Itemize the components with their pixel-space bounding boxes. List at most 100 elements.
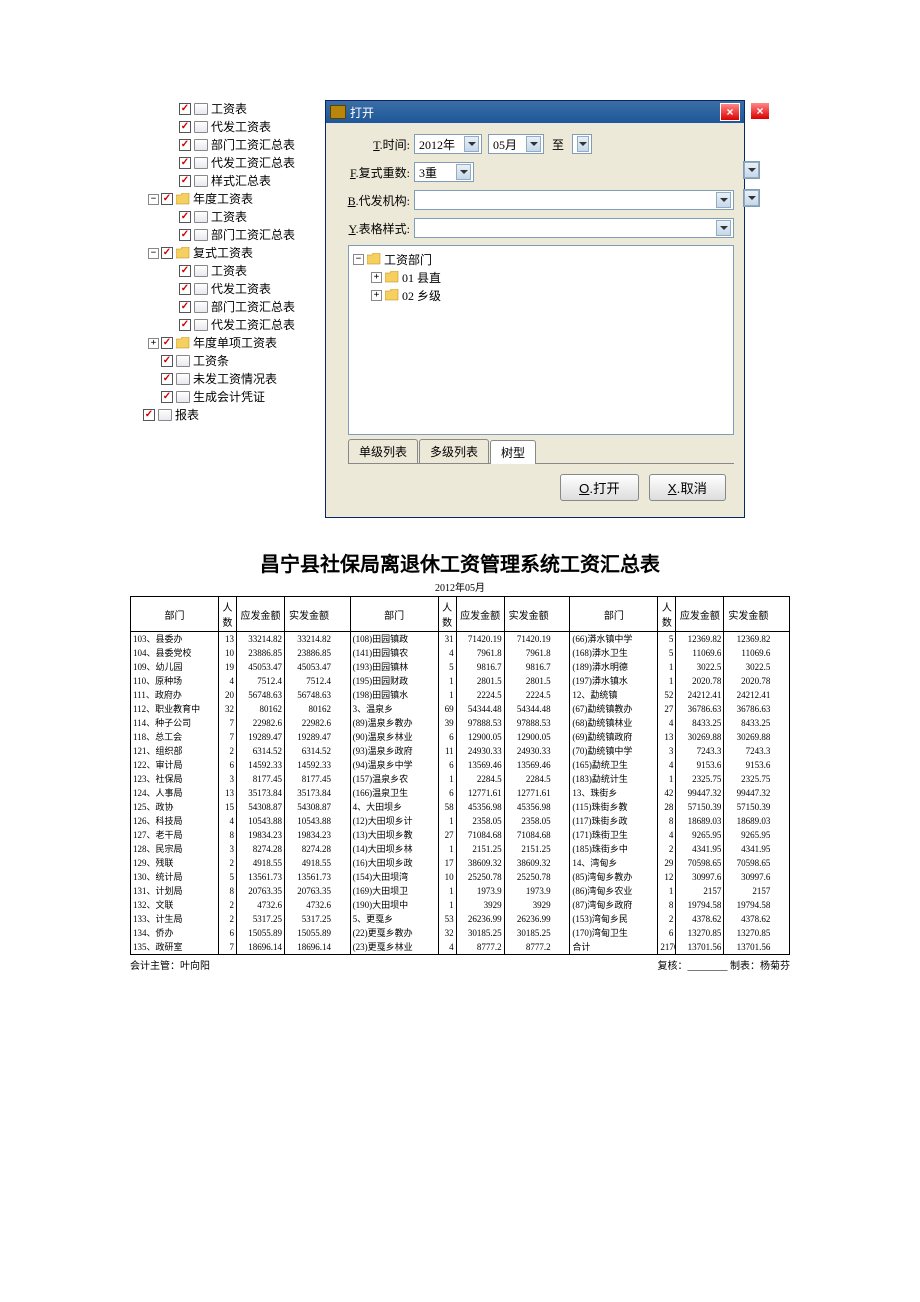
table-row: 128、民宗局38274.288274.28 [131,842,350,856]
tree-label: 代发工资汇总表 [211,316,295,334]
to-label: 至 [544,136,572,153]
tree-node[interactable]: ✓工资条 [130,352,325,370]
table-row: (22)更戛乡教办3230185.2530185.25 [351,926,570,940]
table-row: (157)温泉乡农12284.52284.5 [351,772,570,786]
tree-node[interactable]: ✓部门工资汇总表 [130,298,325,316]
dept-node[interactable]: − 工资部门 [353,250,729,268]
open-button[interactable]: OO.打开.打开 [560,474,639,501]
table-row: 135、政研室718696.1418696.14 [131,940,350,954]
extra-dropdown-2[interactable] [743,189,760,207]
tree-node[interactable]: −✓年度工资表 [130,190,325,208]
close-button[interactable]: × [720,103,740,121]
tree-node[interactable]: ✓未发工资情况表 [130,370,325,388]
checkbox[interactable]: ✓ [179,175,191,187]
expand-icon[interactable]: + [148,338,159,349]
month-dropdown[interactable]: 05月 [488,134,544,154]
checkbox[interactable]: ✓ [179,139,191,151]
tree-node[interactable]: ✓代发工资表 [130,118,325,136]
table-row: (190)大田坝中139293929 [351,898,570,912]
tree-label: 部门工资汇总表 [211,136,295,154]
doc-icon [193,228,209,242]
table-row: 14、湾甸乡2970598.6570598.65 [570,856,789,870]
doc-icon [175,390,191,404]
checkbox[interactable]: ✓ [179,319,191,331]
expand-icon[interactable]: − [148,194,159,205]
dialog-title-text: 打开 [350,104,720,121]
dup-label: F.复式重数: [336,164,414,181]
table-row: (141)田园镇农47961.87961.8 [351,646,570,660]
dup-dropdown[interactable]: 3重 [414,162,474,182]
table-row: (12)大田坝乡计12358.052358.05 [351,814,570,828]
expand-icon[interactable]: − [353,254,364,265]
expand-icon[interactable]: − [148,248,159,259]
checkbox[interactable]: ✓ [179,211,191,223]
tree-node[interactable]: +✓年度单项工资表 [130,334,325,352]
table-row: (16)大田坝乡政1738609.3238609.32 [351,856,570,870]
tree-label: 代发工资表 [211,280,271,298]
checkbox[interactable]: ✓ [161,193,173,205]
left-tree: ✓工资表✓代发工资表✓部门工资汇总表✓代发工资汇总表✓样式汇总表−✓年度工资表✓… [130,100,325,518]
tab[interactable]: 多级列表 [419,439,489,463]
checkbox[interactable]: ✓ [179,103,191,115]
checkbox[interactable]: ✓ [143,409,155,421]
tree-label: 代发工资汇总表 [211,154,295,172]
tree-node[interactable]: ✓ 部门工资汇总表 [130,136,325,154]
checkbox[interactable]: ✓ [161,355,173,367]
table-row: 122、审计局614592.3314592.33 [131,758,350,772]
dialog-titlebar: 打开 × [326,101,744,123]
table-row: (90)温泉乡林业612900.0512900.05 [351,730,570,744]
tree-node[interactable]: ✓ 代发工资汇总表 [130,316,325,334]
tree-node[interactable]: ✓ 代发工资汇总表 [130,154,325,172]
tree-node[interactable]: ✓工资表 [130,208,325,226]
tree-node[interactable]: −✓复式工资表 [130,244,325,262]
tree-node[interactable]: ✓报表 [130,406,325,424]
table-row: 127、老干局819834.2319834.23 [131,828,350,842]
table-row: 132、文联24732.64732.6 [131,898,350,912]
style-dropdown[interactable] [414,218,734,238]
doc-icon [193,174,209,188]
extra-dropdown-1[interactable] [743,161,760,179]
outer-close-button[interactable]: × [750,102,770,120]
tree-node[interactable]: ✓部门工资汇总表 [130,226,325,244]
tree-node[interactable]: ✓工资表 [130,100,325,118]
checkbox[interactable]: ✓ [161,337,173,349]
org-dropdown[interactable] [414,190,734,210]
dept-label: 工资部门 [384,251,432,268]
table-row: 133、计生局25317.255317.25 [131,912,350,926]
table-row: 134、侨办615055.8915055.89 [131,926,350,940]
expand-icon[interactable]: + [371,290,382,301]
checkbox[interactable]: ✓ [179,265,191,277]
table-row: 130、统计局513561.7313561.73 [131,870,350,884]
table-row: (153)湾甸乡民24378.624378.62 [570,912,789,926]
tree-node[interactable]: ✓生成会计凭证 [130,388,325,406]
table-row: (185)珠街乡中24341.954341.95 [570,842,789,856]
year-dropdown[interactable]: 2012年 [414,134,482,154]
doc-icon [193,318,209,332]
tree-node[interactable]: ✓样式汇总表 [130,172,325,190]
folder-icon [175,336,191,350]
table-row: (154)大田坝湾1025250.7825250.78 [351,870,570,884]
checkbox[interactable]: ✓ [179,229,191,241]
cancel-button[interactable]: X.取消 [649,474,726,501]
tree-node[interactable]: ✓ 代发工资表 [130,280,325,298]
checkbox[interactable]: ✓ [179,157,191,169]
tree-node[interactable]: ✓工资表 [130,262,325,280]
tab[interactable]: 树型 [490,440,536,464]
report-table: 部门人数应发金额实发金额103、县委办1333214.8233214.82104… [130,596,790,955]
checkbox[interactable]: ✓ [179,301,191,313]
table-row: (70)勐统镇中学37243.37243.3 [570,744,789,758]
checkbox[interactable]: ✓ [161,247,173,259]
checkbox[interactable]: ✓ [161,373,173,385]
open-dialog: × 打开 × TT.时间:.时间: 2012年 05月 至 F.复式重数: 3重… [325,100,745,518]
tabs: 单级列表多级列表树型 [348,439,734,464]
dept-tree[interactable]: − 工资部门+01 县直+02 乡级 [348,245,734,435]
dept-node[interactable]: +01 县直 [353,268,729,286]
checkbox[interactable]: ✓ [161,391,173,403]
checkbox[interactable]: ✓ [179,121,191,133]
dept-node[interactable]: +02 乡级 [353,286,729,304]
tab[interactable]: 单级列表 [348,439,418,463]
expand-icon[interactable]: + [371,272,382,283]
to-dropdown[interactable] [572,134,592,154]
doc-icon [175,354,191,368]
checkbox[interactable]: ✓ [179,283,191,295]
